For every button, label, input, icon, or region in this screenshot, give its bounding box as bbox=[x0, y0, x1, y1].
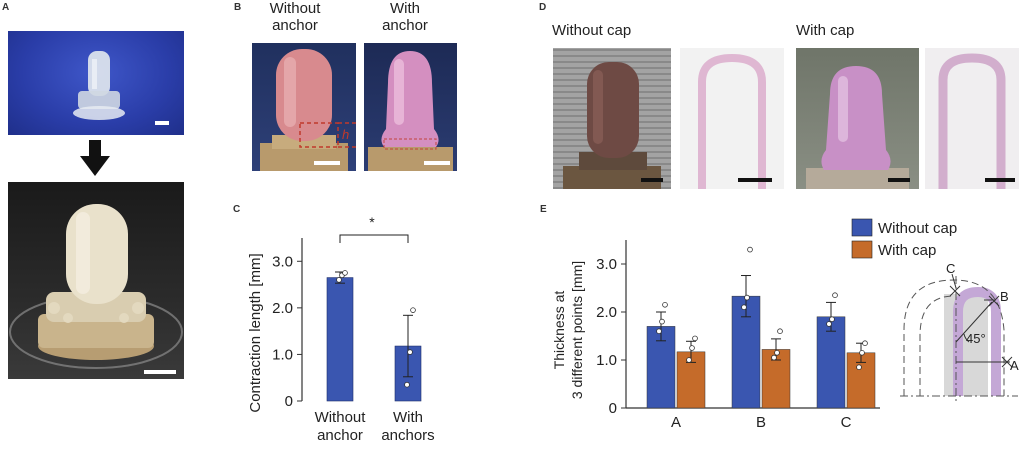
legend-swatch-without-cap bbox=[851, 218, 873, 237]
chart-c-xtick-label: anchors bbox=[381, 427, 434, 444]
panel-e-letter: E bbox=[540, 204, 547, 215]
panel-b-right-scalebar bbox=[424, 161, 450, 165]
chart-e-data-point bbox=[744, 294, 750, 301]
chart-c-xtick-label: Without bbox=[315, 409, 367, 426]
chart-e-data-point bbox=[689, 345, 695, 351]
panel-d-letter: D bbox=[539, 2, 547, 13]
panel-d-with-cap-photo bbox=[796, 48, 919, 189]
panel-d-with-cap-section bbox=[925, 48, 1019, 189]
down-arrow-icon bbox=[80, 140, 110, 176]
chart-c-data-point bbox=[342, 270, 348, 276]
chart-c-data-point bbox=[410, 307, 416, 313]
chart-c-data-point bbox=[336, 277, 342, 283]
chart-e-data-point bbox=[741, 304, 747, 310]
panel-d-photo2-scalebar bbox=[888, 178, 910, 182]
chart-e-data-point bbox=[829, 316, 835, 322]
panel-b-left-label: Without anchor bbox=[250, 0, 340, 34]
chart-e-data-point bbox=[771, 354, 777, 361]
panel-b-left-label-line2: anchor bbox=[272, 17, 318, 34]
chart-e-legend: Without cap With cap bbox=[851, 218, 957, 259]
chart-c-ytick-label: 2.0 bbox=[272, 300, 293, 317]
chart-e-ylabel-line2: 3 different points [mm] bbox=[569, 261, 585, 399]
chart-e-data-point bbox=[862, 340, 868, 347]
chart-c-xtick-label: With bbox=[393, 409, 423, 426]
panel-a-top-scalebar bbox=[155, 121, 169, 125]
panel-c-letter: C bbox=[233, 204, 241, 215]
panel-d-without-cap-photo bbox=[553, 48, 671, 189]
chart-c-ytick-label: 1.0 bbox=[272, 346, 293, 363]
chart-e-ytick-label: 0 bbox=[609, 400, 617, 417]
panel-d-photo1-scalebar bbox=[641, 178, 663, 182]
measurement-schematic: C B 45° A bbox=[900, 261, 1019, 402]
panel-d-section2-scalebar bbox=[985, 178, 1015, 182]
panel-d-left-label: Without cap bbox=[552, 22, 632, 39]
schematic-point-c: C bbox=[946, 261, 955, 276]
chart-e-bar bbox=[816, 316, 846, 409]
panel-a-bottom-scalebar bbox=[144, 370, 176, 374]
chart-e-ylabel-line1: Thickness at bbox=[551, 291, 567, 370]
panel-b-right-label-line1: With bbox=[390, 0, 420, 17]
panel-b-left-label-line1: Without bbox=[269, 0, 321, 17]
legend-label-with-cap: With cap bbox=[878, 242, 936, 259]
panel-b-right-label-line2: anchor bbox=[382, 17, 428, 34]
panel-d-right-label: With cap bbox=[796, 22, 855, 39]
chart-c-ytick-label: 0 bbox=[285, 393, 293, 410]
chart-e-xtick-label: C bbox=[841, 414, 852, 431]
chart-c-significance: * bbox=[369, 214, 375, 230]
panel-b-left-photo: h bbox=[252, 43, 356, 171]
chart-e-xtick-label: A bbox=[671, 414, 681, 431]
chart-e-data-point bbox=[686, 357, 692, 363]
chart-e-data-point bbox=[659, 318, 665, 325]
chart-e-data-point bbox=[774, 350, 780, 356]
chart-e-data-point bbox=[859, 350, 865, 356]
schematic-markers bbox=[949, 285, 1013, 368]
panel-b-left-scalebar bbox=[314, 161, 340, 165]
chart-c-data-point bbox=[407, 349, 413, 355]
thickness-chart: Thickness at 3 different points [mm] Wit… bbox=[551, 218, 1019, 431]
panel-b-letter: B bbox=[234, 2, 242, 13]
chart-e-data-point bbox=[656, 328, 662, 334]
chart-c-ylabel: Contraction length [mm] bbox=[247, 253, 264, 412]
chart-e-data-point bbox=[777, 328, 783, 334]
height-annotation: h bbox=[299, 122, 356, 148]
chart-e-ytick-label: 1.0 bbox=[596, 352, 617, 369]
chart-e-xtick-label: B bbox=[756, 414, 766, 431]
chart-e-ytick-label: 3.0 bbox=[596, 256, 617, 273]
legend-swatch-with-cap bbox=[851, 240, 873, 259]
panel-a-letter: A bbox=[2, 2, 10, 13]
chart-c-data-point bbox=[404, 381, 410, 388]
schematic-point-a: A bbox=[1010, 358, 1019, 373]
chart-e-data-point bbox=[826, 321, 832, 327]
chart-e-ytick-label: 2.0 bbox=[596, 304, 617, 321]
chart-e-data-point bbox=[747, 246, 753, 253]
chart-e-data-point bbox=[692, 335, 698, 342]
legend-label-without-cap: Without cap bbox=[878, 220, 957, 237]
height-label: h bbox=[342, 127, 349, 142]
chart-c-bar bbox=[326, 277, 354, 402]
panel-d-without-cap-section bbox=[680, 48, 784, 189]
contraction-length-chart: Contraction length [mm] * 0 1.0 2.0 3.0 With… bbox=[247, 214, 435, 444]
schematic-angle: 45° bbox=[966, 331, 986, 346]
printed-scaffold-figure bbox=[73, 51, 125, 120]
chart-e-data-point bbox=[662, 302, 668, 308]
chart-c-significance-bracket bbox=[339, 234, 409, 243]
panel-d-section1-scalebar bbox=[738, 178, 772, 182]
chart-c-ytick-label: 3.0 bbox=[272, 253, 293, 270]
panel-a-top-photo bbox=[8, 31, 184, 135]
tissue-construct-figure bbox=[9, 204, 183, 369]
chart-c-xtick-label: anchor bbox=[317, 427, 363, 444]
panel-a-bottom-photo bbox=[8, 182, 184, 379]
chart-e-data-point bbox=[832, 292, 838, 298]
chart-e-data-point bbox=[856, 364, 862, 371]
panel-b-right-photo bbox=[364, 43, 457, 171]
schematic-point-b: B bbox=[1000, 289, 1009, 304]
panel-b-right-label: With anchor bbox=[362, 0, 448, 34]
